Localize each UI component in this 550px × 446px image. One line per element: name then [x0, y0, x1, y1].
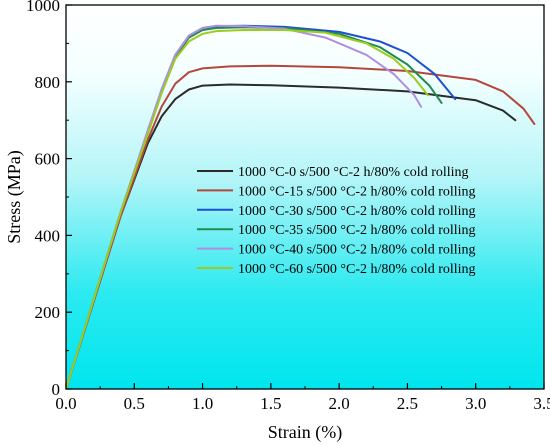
y-tick-label-5: 1000	[26, 0, 60, 15]
y-tick-label-1: 200	[35, 303, 61, 322]
legend-label-0: 1000 °C-0 s/500 °C-2 h/80% cold rolling	[238, 165, 469, 180]
plot-background	[66, 5, 544, 389]
y-tick-label-2: 400	[35, 226, 61, 245]
x-tick-label-6: 3.0	[465, 394, 486, 413]
legend: 1000 °C-0 s/500 °C-2 h/80% cold rolling 1…	[197, 165, 476, 277]
x-tick-label-4: 2.0	[329, 394, 350, 413]
series-group	[66, 24, 536, 389]
ticks-group: 0.0 0.5 1.0 1.5 2.0 2.5 3.0 3.5 0 200 400 600 800 100…	[26, 0, 550, 413]
y-tick-label-3: 600	[35, 150, 61, 169]
legend-label-4: 1000 °C-40 s/500 °C-2 h/80% cold rolling	[238, 243, 476, 258]
series-line-1	[66, 64, 536, 389]
x-tick-label-2: 1.0	[192, 394, 213, 413]
legend-label-5: 1000 °C-60 s/500 °C-2 h/80% cold rolling	[238, 262, 476, 277]
x-tick-label-0: 0.0	[55, 394, 76, 413]
series-line-5	[66, 29, 429, 389]
legend-label-3: 1000 °C-35 s/500 °C-2 h/80% cold rolling	[238, 223, 476, 238]
y-axis-title: Stress (MPa)	[4, 150, 25, 244]
x-tick-label-3: 1.5	[260, 394, 281, 413]
x-tick-label-7: 3.5	[533, 394, 550, 413]
legend-label-2: 1000 °C-30 s/500 °C-2 h/80% cold rolling	[238, 204, 476, 219]
x-tick-label-5: 2.5	[397, 394, 418, 413]
legend-label-1: 1000 °C-15 s/500 °C-2 h/80% cold rolling	[238, 184, 476, 199]
y-tick-label-0: 0	[52, 380, 61, 399]
x-tick-label-1: 0.5	[124, 394, 145, 413]
y-tick-label-4: 800	[35, 73, 61, 92]
x-axis-title: Strain (%)	[268, 422, 342, 443]
